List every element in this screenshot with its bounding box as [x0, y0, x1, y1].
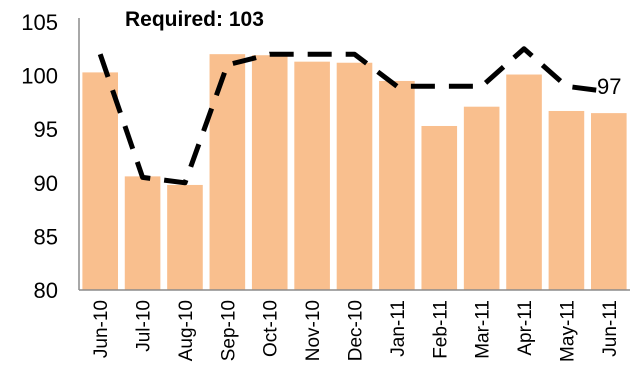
bar-apr-11	[506, 74, 542, 290]
y-tick-label: 80	[34, 278, 58, 303]
bar-jul-10	[124, 176, 161, 290]
bar-oct-10	[251, 55, 288, 291]
bar-jan-11	[379, 80, 415, 291]
bar-jun-10	[82, 72, 118, 290]
x-tick-label: Jul-10	[134, 300, 155, 352]
y-tick-label: 90	[34, 171, 58, 196]
bar-aug-10	[167, 184, 203, 290]
x-tick-label: Mar-11	[473, 300, 494, 359]
x-tick-label: Dec-10	[346, 300, 367, 361]
x-tick-label: Aug-10	[176, 300, 197, 361]
x-tick-label: Jun-11	[600, 300, 621, 357]
bar-may-11	[548, 110, 585, 290]
x-tick-label: Oct-10	[261, 300, 282, 357]
x-axis-ticks: Jun-10 Jul-10 Aug-10 Sep-10 Oct-10 Nov-10 Dec-…	[91, 300, 621, 362]
y-tick-label: 85	[34, 224, 58, 249]
bar-nov-10	[294, 61, 330, 290]
x-tick-label: Sep-10	[218, 300, 239, 361]
bar-mar-11	[463, 106, 500, 290]
x-tick-label: Jun-10	[91, 300, 112, 358]
bar-jun-11	[591, 113, 627, 291]
bars	[82, 54, 627, 291]
bar-feb-11	[421, 125, 458, 290]
x-tick-label: Feb-11	[430, 300, 451, 359]
bar-dec-10	[336, 62, 373, 291]
y-axis-ticks: 80 85 90 95 100 105	[21, 10, 58, 303]
x-tick-label: Nov-10	[303, 300, 324, 361]
bar-sep-10	[209, 54, 246, 290]
required-line	[97, 46, 610, 186]
x-tick-label: Jan-11	[388, 300, 409, 357]
end-value-label: 97	[597, 74, 621, 99]
x-tick-label: Apr-11	[515, 300, 536, 356]
required-annotation: Required: 103	[125, 8, 264, 31]
x-tick-label: May-11	[557, 300, 578, 362]
y-tick-label: 95	[34, 117, 58, 142]
y-tick-label: 100	[21, 64, 58, 89]
y-tick-label: 105	[21, 10, 58, 35]
